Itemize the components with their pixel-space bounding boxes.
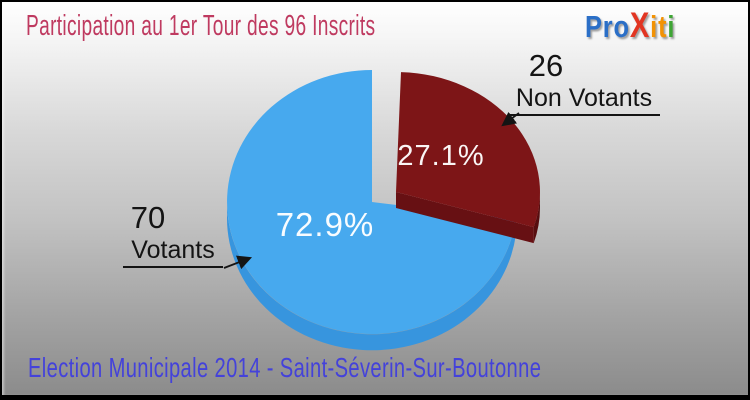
non-votants-label: Non Votants	[515, 84, 653, 112]
votants-arrow	[223, 255, 253, 270]
logo-letter: o	[613, 9, 630, 44]
logo-letter: X	[629, 5, 651, 45]
page-title: Participation au 1er Tour des 96 Inscrit…	[26, 10, 376, 42]
non-votants-percent: 27.1%	[397, 140, 485, 172]
logo-letter: i	[650, 9, 659, 44]
logo-letter: t	[658, 9, 668, 44]
proxiti-logo[interactable]: ProXiti	[585, 5, 675, 46]
logo-letter: i	[667, 9, 676, 44]
callout-non-votants: 26 Non Votants	[508, 48, 660, 116]
slice-top-non-votants	[396, 72, 540, 228]
votants-label: Votants	[131, 236, 215, 264]
footer-caption: Election Municipale 2014 - Saint-Séverin…	[28, 352, 542, 383]
slice-side-non-votants	[396, 192, 534, 244]
logo-letter: P	[585, 9, 603, 44]
non-votants-count: 26	[528, 48, 564, 83]
logo-letter: r	[602, 9, 614, 44]
votants-count: 70	[130, 200, 166, 235]
slice-rim-non-votants	[533, 192, 540, 244]
votants-percent: 72.9%	[275, 206, 375, 243]
callout-votants: 70 Votants	[123, 200, 223, 268]
slice-top-votants	[227, 70, 516, 334]
